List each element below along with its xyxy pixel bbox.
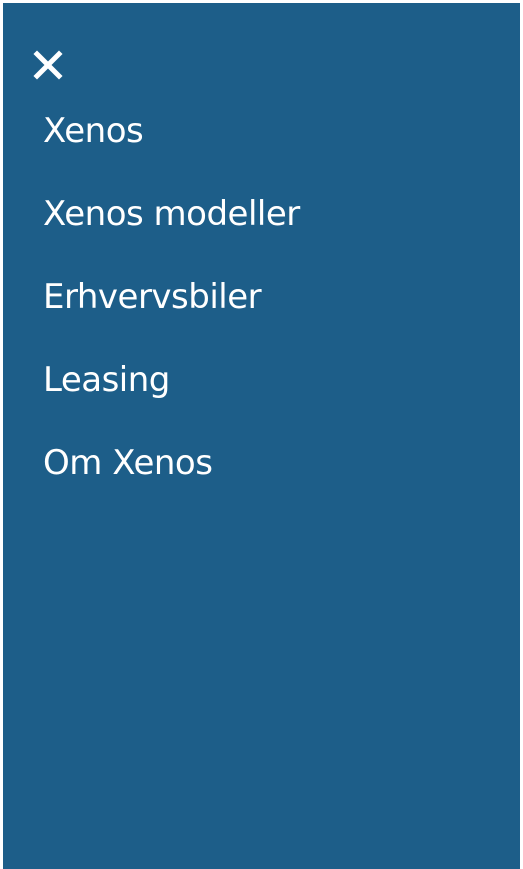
nav-item-label: Xenos modeller — [43, 194, 300, 234]
close-icon — [33, 50, 63, 80]
nav-item-xenos-modeller[interactable]: Xenos modeller — [3, 189, 520, 272]
nav-item-xenos[interactable]: Xenos — [3, 106, 520, 189]
nav-item-om-xenos[interactable]: Om Xenos — [3, 438, 520, 521]
nav-item-label: Leasing — [43, 360, 170, 400]
nav-drawer: Xenos Xenos modeller Erhvervsbiler Leasi… — [3, 3, 520, 869]
close-menu-button[interactable] — [30, 47, 66, 83]
nav-item-label: Erhvervsbiler — [43, 277, 262, 317]
nav-menu: Xenos Xenos modeller Erhvervsbiler Leasi… — [3, 106, 520, 521]
nav-item-erhvervsbiler[interactable]: Erhvervsbiler — [3, 272, 520, 355]
nav-item-label: Xenos — [43, 111, 144, 151]
nav-item-leasing[interactable]: Leasing — [3, 355, 520, 438]
nav-item-label: Om Xenos — [43, 443, 213, 483]
